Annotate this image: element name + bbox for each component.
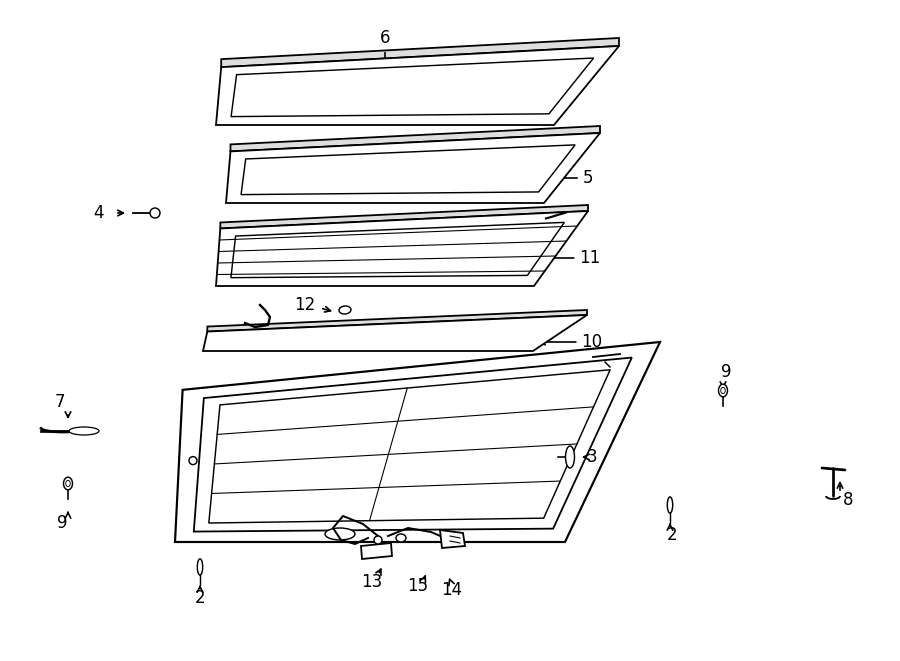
Text: 13: 13 [362,573,382,591]
Text: 8: 8 [842,491,853,509]
Ellipse shape [64,477,73,490]
Ellipse shape [197,559,202,575]
Polygon shape [216,46,619,125]
Ellipse shape [396,534,406,542]
Text: 11: 11 [535,249,600,267]
Polygon shape [203,315,587,351]
Circle shape [374,536,382,544]
Polygon shape [226,133,600,203]
Text: 6: 6 [380,29,391,65]
Text: 15: 15 [408,577,428,595]
Text: 12: 12 [294,296,316,314]
Text: 14: 14 [441,581,463,599]
Text: 4: 4 [93,204,104,222]
Ellipse shape [339,306,351,314]
Ellipse shape [325,528,355,540]
Text: 2: 2 [667,526,678,544]
Text: 3: 3 [587,448,598,466]
Circle shape [150,208,160,218]
Ellipse shape [565,446,574,468]
Ellipse shape [667,497,672,513]
Circle shape [189,457,197,465]
Text: 2: 2 [194,589,205,607]
Text: 9: 9 [721,363,731,381]
Text: 1: 1 [294,400,305,427]
Ellipse shape [718,384,727,397]
Text: 10: 10 [540,333,603,351]
Ellipse shape [69,427,99,435]
Polygon shape [194,358,632,531]
Polygon shape [361,543,392,559]
Polygon shape [209,369,610,523]
Text: 7: 7 [55,393,65,411]
Polygon shape [440,530,465,548]
Polygon shape [175,342,660,542]
Polygon shape [220,205,588,229]
Polygon shape [230,126,600,151]
Text: 9: 9 [57,514,68,532]
Polygon shape [207,310,587,332]
Polygon shape [216,211,588,286]
Polygon shape [221,38,619,67]
Text: 5: 5 [540,169,593,187]
